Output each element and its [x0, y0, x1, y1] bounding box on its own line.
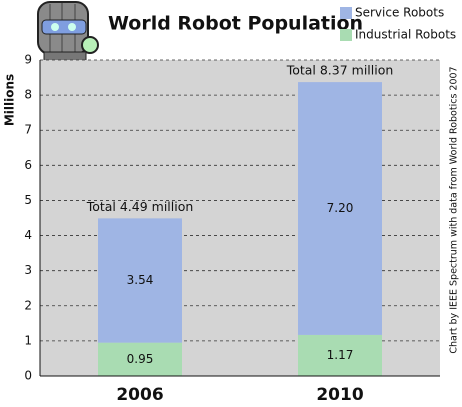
data-label: 3.54 [127, 273, 154, 287]
legend-swatch [340, 29, 352, 41]
y-tick-label: 1 [24, 333, 32, 347]
y-tick-label: 2 [24, 298, 32, 312]
data-label: 0.95 [127, 352, 154, 366]
bar-segment [98, 218, 182, 343]
x-tick-label: 2010 [316, 385, 363, 405]
legend-label: Industrial Robots [355, 28, 456, 42]
y-axis-label: Millions [3, 74, 17, 126]
x-tick-label: 2006 [116, 385, 163, 405]
source-note: Chart by IEEE Spectrum with data from Wo… [449, 66, 460, 353]
total-annotation: Total 8.37 million [286, 63, 394, 78]
y-tick-label: 0 [24, 369, 32, 383]
y-tick-label: 9 [24, 53, 32, 67]
y-tick-label: 7 [24, 123, 32, 137]
y-tick-label: 8 [24, 88, 32, 102]
y-tick-label: 3 [24, 263, 32, 277]
y-tick-label: 6 [24, 158, 32, 172]
legend-swatch [340, 7, 352, 19]
data-label: 1.17 [327, 348, 354, 362]
y-tick-label: 5 [24, 193, 32, 207]
legend-label: Service Robots [355, 6, 444, 20]
y-tick-label: 4 [24, 228, 32, 242]
bar-segment [98, 342, 182, 376]
bar-segment [298, 334, 382, 376]
chart-title: World Robot Population [108, 13, 363, 35]
bar-segment [298, 82, 382, 335]
total-annotation: Total 4.49 million [86, 199, 194, 214]
data-label: 7.20 [327, 201, 354, 215]
